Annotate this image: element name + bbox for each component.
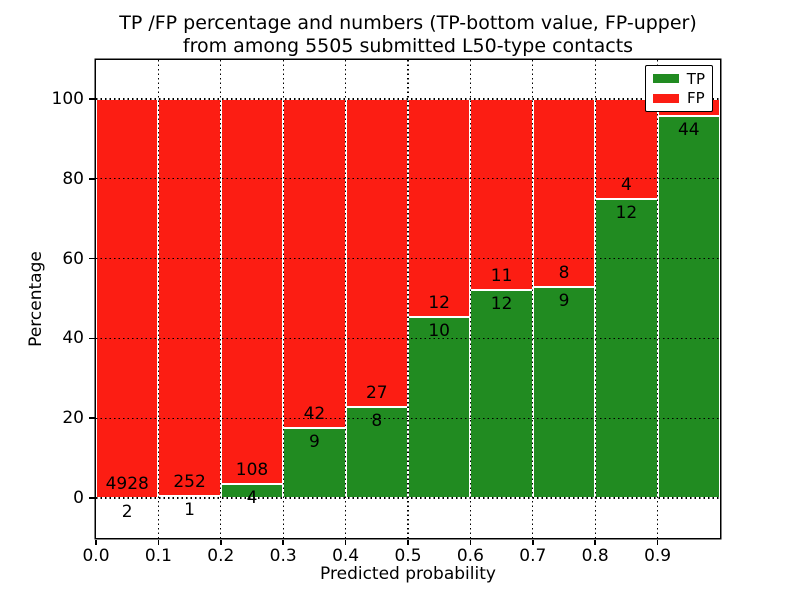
tp-legend-label: TP xyxy=(686,69,705,88)
fp-bar-segment xyxy=(532,99,596,287)
fp-bar-segment xyxy=(96,99,159,498)
fp-count-label: 4928 xyxy=(105,473,149,494)
tp-count-label: 10 xyxy=(428,320,450,341)
tp-count-label: 8 xyxy=(371,410,383,431)
y-tick-label: 80 xyxy=(62,168,84,189)
legend: TP FP xyxy=(645,65,713,112)
fp-count-label: 11 xyxy=(490,265,513,286)
fp-count-label: 42 xyxy=(303,403,326,424)
x-axis-tick xyxy=(532,539,534,545)
x-axis-tick xyxy=(157,539,160,545)
x-axis-tick xyxy=(594,539,596,545)
tp-count-label: 12 xyxy=(615,202,638,223)
fp-bar-segment xyxy=(220,99,284,484)
chart-title-line1: TP /FP percentage and numbers (TP-bottom… xyxy=(119,12,697,34)
tp-count-label: 9 xyxy=(308,431,320,452)
x-axis-tick xyxy=(344,539,347,545)
y-tick-label: 0 xyxy=(73,488,84,508)
plot-area: 4928 2 252 1 108 4 42 9 27 8 12 10 11 12 8 9 4 12 44 0 20 40… xyxy=(52,60,720,566)
legend-item-tp: TP xyxy=(653,71,705,87)
fp-bar-segment xyxy=(470,99,533,290)
fp-bar-segment xyxy=(158,99,221,497)
legend-item-fp: FP xyxy=(653,90,705,106)
fp-bar-segment xyxy=(408,99,471,317)
tp-count-label: 2 xyxy=(121,501,133,522)
x-axis-tick xyxy=(469,539,472,545)
gridline-vertical xyxy=(345,60,347,538)
x-tick-label: 0.2 xyxy=(207,546,235,566)
y-axis-tick xyxy=(89,497,95,499)
gridline-vertical xyxy=(157,60,159,538)
fp-count-label: 4 xyxy=(620,174,632,195)
tp-count-label: 44 xyxy=(677,120,700,141)
fp-count-label: 108 xyxy=(235,459,269,480)
fp-count-label: 252 xyxy=(173,472,206,493)
gridline-vertical xyxy=(657,60,659,538)
fp-count-label: 8 xyxy=(558,262,570,283)
y-axis-tick xyxy=(89,417,95,419)
gridline-vertical xyxy=(532,60,534,538)
gridline-vertical xyxy=(282,60,284,538)
x-tick-label: 0.9 xyxy=(644,546,672,566)
x-tick-label: 0.1 xyxy=(144,546,172,566)
x-axis-tick xyxy=(95,539,97,545)
y-axis-label: Percentage xyxy=(26,251,46,347)
gridline-vertical xyxy=(469,60,471,538)
x-axis-tick xyxy=(656,539,659,545)
tp-bar-segment xyxy=(657,116,720,498)
x-tick-label: 0.7 xyxy=(519,546,547,566)
fp-legend-swatch-icon xyxy=(653,93,679,103)
x-tick-label: 0.5 xyxy=(394,546,422,566)
y-axis-tick xyxy=(89,178,95,180)
y-tick-label: 40 xyxy=(62,328,84,349)
tp-count-label: 4 xyxy=(246,487,258,508)
tp-count-label: 9 xyxy=(558,290,570,311)
x-axis-tick xyxy=(220,539,222,545)
y-tick-label: 20 xyxy=(62,408,84,429)
x-tick-label: 0.6 xyxy=(456,546,484,566)
y-axis-tick xyxy=(89,98,95,100)
tp-count-label: 12 xyxy=(490,293,513,314)
x-tick-label: 0.3 xyxy=(269,546,297,566)
tp-count-label: 1 xyxy=(184,500,195,521)
fp-bar-segment xyxy=(283,99,346,428)
fp-legend-label: FP xyxy=(687,89,705,108)
tp-bar-segment xyxy=(470,289,533,498)
chart-title: TP /FP percentage and numbers (TP-bottom… xyxy=(119,12,697,58)
x-axis-label: Predicted probability xyxy=(320,564,496,584)
fp-count-label: 27 xyxy=(365,382,388,403)
x-axis-tick xyxy=(282,539,284,545)
x-axis-tick xyxy=(407,539,409,545)
gridline-vertical xyxy=(407,60,409,538)
x-tick-label: 0.4 xyxy=(332,546,360,566)
fp-bar-segment xyxy=(345,99,408,407)
tp-bar-segment xyxy=(345,406,408,498)
x-tick-label: 0.0 xyxy=(82,546,110,566)
x-tick-label: 0.8 xyxy=(581,546,609,566)
tp-bar-segment xyxy=(408,316,471,498)
tp-bar-segment xyxy=(532,286,596,498)
tp-legend-swatch-icon xyxy=(653,74,679,84)
y-tick-label: 100 xyxy=(51,89,84,109)
gridline-vertical xyxy=(594,60,596,538)
chart-title-line2: from among 5505 submitted L50-type conta… xyxy=(182,35,634,57)
gridline-vertical xyxy=(220,60,222,538)
y-axis-tick xyxy=(89,257,95,260)
fp-count-label: 12 xyxy=(428,292,450,313)
y-tick-label: 60 xyxy=(62,248,84,269)
y-axis-tick xyxy=(89,337,95,340)
tp-bar-segment xyxy=(595,198,658,498)
